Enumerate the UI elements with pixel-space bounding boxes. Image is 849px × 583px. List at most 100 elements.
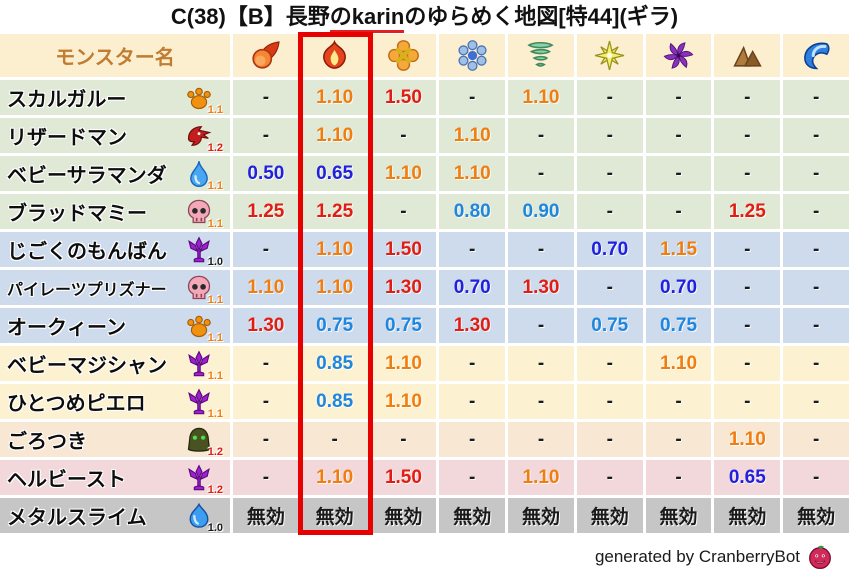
resistance-value-cell: - — [714, 118, 781, 153]
resistance-value-cell: - — [783, 346, 849, 381]
resistance-value-cell: - — [645, 422, 712, 457]
resistance-value-cell: - — [645, 80, 712, 115]
monster-family: 1.1 — [185, 387, 223, 420]
resistance-value-cell: 1.10 — [370, 346, 437, 381]
rank-badge: 1.2 — [207, 141, 223, 154]
monster-family: 1.2 — [185, 426, 223, 458]
monster-name: ベビーマジシャン — [7, 355, 167, 377]
earth-icon — [732, 40, 763, 71]
monster-family: 1.1 — [185, 84, 223, 116]
resistance-value-cell: 1.10 — [301, 270, 368, 305]
monster-name: ベビーサラマンダ — [7, 165, 167, 187]
resistance-value-cell: - — [645, 384, 712, 419]
resistance-value-cell: 1.10 — [439, 118, 506, 153]
monster-row-name: メタルスライム 1.0 — [0, 498, 230, 534]
monster-name: ごろつき — [7, 431, 87, 453]
resistance-value-cell: 1.50 — [370, 80, 437, 115]
resistance-value-cell: - — [714, 80, 781, 115]
resistance-value-cell: 1.10 — [370, 156, 437, 191]
wind-icon — [525, 40, 556, 71]
resistance-value-cell: 1.10 — [508, 80, 574, 115]
monster-name: ヘルビースト — [7, 469, 126, 491]
resistance-value-cell: - — [439, 346, 506, 381]
resistance-value-cell: - — [508, 308, 574, 343]
resistance-value-cell: - — [645, 156, 712, 191]
resistance-value-cell: - — [576, 422, 643, 457]
resistance-value-cell: - — [576, 346, 643, 381]
title-underlined: のkarin — [329, 4, 405, 33]
flame-icon — [319, 40, 350, 71]
monster-name: じごくのもんばん — [7, 241, 167, 263]
resistance-value-cell: 無効 — [508, 498, 574, 533]
rank-badge: 1.1 — [207, 407, 223, 420]
resistance-value-cell: - — [508, 118, 574, 153]
resistance-value-cell: 0.85 — [301, 384, 368, 419]
resistance-value-cell: - — [576, 194, 643, 229]
resistance-value-cell: - — [508, 232, 574, 267]
monster-row-name: オークィーン 1.1 — [0, 308, 230, 344]
rank-badge: 1.1 — [207, 331, 223, 344]
dragon-icon — [185, 122, 213, 150]
resistance-value-cell: - — [233, 346, 299, 381]
resistance-value-cell: 0.75 — [645, 308, 712, 343]
resistance-table: モンスター名 スカルガルー 1.1-1.10 1.50-1.10- - - - リザードマン 1… — [0, 32, 849, 535]
monster-family: 1.1 — [185, 274, 223, 306]
monster-row-name: じごくのもんばん 1.0 — [0, 232, 230, 268]
paw-icon — [185, 84, 213, 112]
ice-icon — [457, 40, 488, 71]
page-title: C(38)【B】長野のkarinのゆらめく地図[特44](ギラ) — [0, 0, 849, 34]
resistance-value-cell: 1.10 — [301, 232, 368, 267]
monster-row-name: スカルガルー 1.1 — [0, 80, 230, 116]
monster-row-name: ベビーマジシャン 1.1 — [0, 346, 230, 382]
resistance-value-cell: 1.10 — [714, 422, 781, 457]
resistance-value-cell: - — [576, 270, 643, 305]
rank-badge: 1.0 — [207, 521, 223, 534]
resistance-value-cell: - — [576, 118, 643, 153]
resistance-value-cell: 1.30 — [439, 308, 506, 343]
resistance-value-cell: - — [645, 194, 712, 229]
resistance-value-cell: 1.30 — [370, 270, 437, 305]
resistance-value-cell: 0.80 — [439, 194, 506, 229]
resistance-value-cell: 1.10 — [508, 460, 574, 495]
monster-family: 1.2 — [185, 122, 223, 154]
element-header-cell — [576, 34, 643, 77]
resistance-value-cell: - — [508, 156, 574, 191]
rank-badge: 1.1 — [207, 293, 223, 306]
fire-icon — [250, 40, 281, 71]
monster-row-name: リザードマン 1.2 — [0, 118, 230, 154]
resistance-value-cell: 1.25 — [233, 194, 299, 229]
resistance-value-cell: - — [576, 156, 643, 191]
resistance-value-cell: - — [439, 80, 506, 115]
waterdrop-icon — [185, 160, 213, 188]
resistance-value-cell: - — [233, 118, 299, 153]
monster-family: 1.1 — [185, 312, 223, 344]
resistance-value-cell: - — [783, 156, 849, 191]
resistance-value-cell: 1.50 — [370, 232, 437, 267]
resistance-value-cell: - — [783, 80, 849, 115]
resistance-value-cell: - — [508, 384, 574, 419]
element-header-cell — [783, 34, 849, 77]
monster-row-name: ブラッドマミー 1.1 — [0, 194, 230, 230]
resistance-value-cell: - — [439, 384, 506, 419]
resistance-value-cell: 0.75 — [370, 308, 437, 343]
resistance-value-cell: 0.70 — [645, 270, 712, 305]
skull-icon — [185, 198, 213, 226]
resistance-value-cell: - — [370, 422, 437, 457]
resistance-value-cell: - — [508, 346, 574, 381]
rank-badge: 1.2 — [207, 483, 223, 496]
monster-family: 1.1 — [185, 160, 223, 192]
resistance-value-cell: 1.10 — [233, 270, 299, 305]
monster-row-name: ひとつめピエロ 1.1 — [0, 384, 230, 420]
monster-name: ブラッドマミー — [7, 203, 147, 225]
resistance-value-cell: - — [783, 422, 849, 457]
resistance-value-cell: 1.30 — [508, 270, 574, 305]
resistance-value-cell: - — [714, 232, 781, 267]
monster-name: リザードマン — [7, 127, 127, 149]
resistance-value-cell: - — [439, 422, 506, 457]
resistance-value-cell: 0.70 — [576, 232, 643, 267]
resistance-value-cell: 無効 — [301, 498, 368, 533]
monster-family: 1.1 — [185, 198, 223, 230]
rank-badge: 1.1 — [207, 217, 223, 230]
monster-name: メタルスライム — [7, 507, 147, 529]
